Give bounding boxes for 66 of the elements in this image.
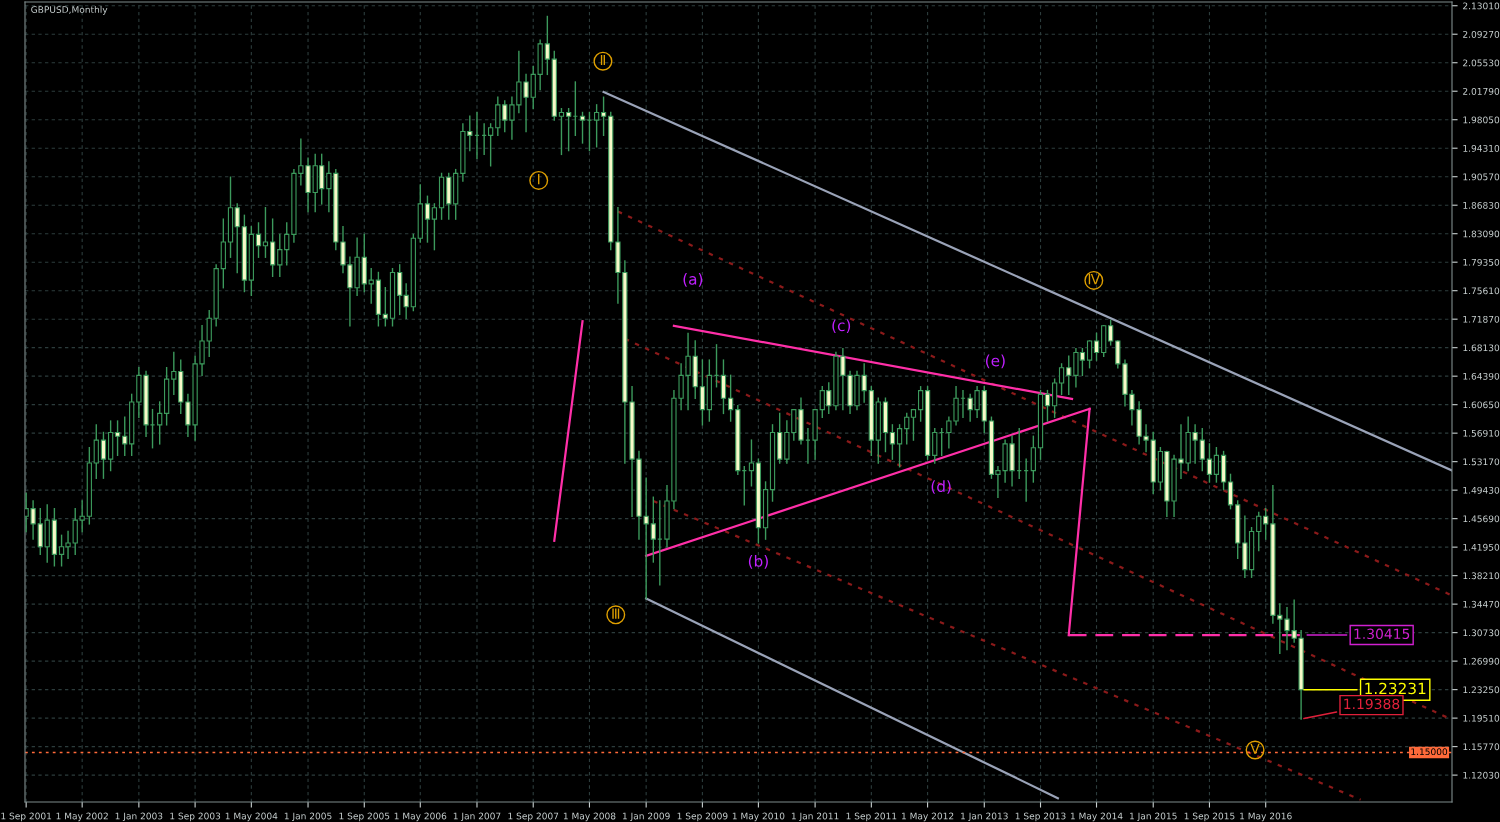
y-tick-label: 1.56910 xyxy=(1463,429,1500,437)
x-tick-label: 1 Sep 2003 xyxy=(170,812,221,822)
annotation: Ⅱ xyxy=(600,54,605,66)
annotation: (e) xyxy=(986,354,1005,369)
annotation: 1.30415 xyxy=(1354,628,1410,640)
x-tick-label: 1 May 2012 xyxy=(902,812,954,822)
x-tick-label: 1 Jan 2005 xyxy=(284,812,332,822)
y-tick-label: 2.13010 xyxy=(1463,2,1500,10)
y-tick-label: 1.94310 xyxy=(1463,144,1500,152)
x-tick-label: 1 Sep 2007 xyxy=(508,812,559,822)
x-tick-label: 1 Jan 2003 xyxy=(115,812,163,822)
chart-title: GBPUSD,Monthly xyxy=(31,6,108,15)
x-tick-label: 1 May 2004 xyxy=(225,812,278,822)
y-tick-label: 1.30730 xyxy=(1463,629,1500,637)
x-tick-label: 1 Sep 2001 xyxy=(1,812,52,822)
y-tick-label: 1.41950 xyxy=(1463,543,1500,551)
x-tick-label: 1 Jan 2013 xyxy=(961,812,1008,822)
y-tick-label: 1.19510 xyxy=(1463,714,1500,722)
x-tick-label: 1 May 2002 xyxy=(56,812,108,822)
y-tick-label: 1.15770 xyxy=(1463,743,1500,751)
y-tick-label: 1.68130 xyxy=(1463,344,1500,352)
x-tick-label: 1 May 2014 xyxy=(1070,812,1123,822)
annotation: Ⅴ xyxy=(1250,743,1260,754)
y-tick-label: 1.60650 xyxy=(1463,401,1500,409)
y-tick-label: 1.98050 xyxy=(1463,116,1500,124)
y-tick-label: 1.75610 xyxy=(1463,287,1500,295)
x-tick-label: 1 May 2016 xyxy=(1240,812,1292,822)
y-tick-label: 1.23250 xyxy=(1463,686,1500,694)
y-tick-label: 2.09270 xyxy=(1463,30,1500,38)
x-tick-label: 1 Jan 2015 xyxy=(1130,812,1177,822)
y-tick-label: 1.79350 xyxy=(1463,258,1500,266)
y-tick-label: 1.12030 xyxy=(1463,771,1500,779)
y-tick-label: 1.71870 xyxy=(1463,315,1500,323)
x-tick-label: 1 Jan 2011 xyxy=(791,812,839,822)
y-tick-label: 1.26990 xyxy=(1463,657,1500,665)
annotation: (d) xyxy=(931,480,951,494)
y-tick-label: 1.49430 xyxy=(1463,486,1500,494)
y-tick-label: 2.01790 xyxy=(1463,87,1500,95)
x-tick-label: 1 May 2006 xyxy=(394,812,447,822)
annotation: 1.19388 xyxy=(1344,698,1400,710)
y-tick-label: 1.64390 xyxy=(1463,372,1500,380)
y-tick-label: 1.45690 xyxy=(1463,515,1500,523)
x-tick-label: 1 Sep 2015 xyxy=(1184,812,1235,822)
x-tick-label: 1 Sep 2009 xyxy=(677,812,728,822)
annotation: Ⅰ xyxy=(538,174,540,185)
annotation: 1.23231 xyxy=(1365,682,1426,695)
y-tick-label: 1.83090 xyxy=(1463,230,1500,238)
ref-line-label: 1.15000 xyxy=(1411,748,1448,756)
annotation: Ⅳ xyxy=(1088,274,1101,285)
annotation: (a) xyxy=(683,273,703,287)
x-tick-label: 1 Sep 2011 xyxy=(846,812,897,822)
y-tick-label: 1.38210 xyxy=(1463,572,1500,580)
y-tick-label: 2.05530 xyxy=(1463,59,1500,67)
x-tick-label: 1 Sep 2013 xyxy=(1015,812,1066,822)
x-tick-label: 1 Jan 2009 xyxy=(622,812,670,822)
y-tick-label: 1.86830 xyxy=(1463,201,1500,209)
x-tick-label: 1 Sep 2005 xyxy=(339,812,390,822)
x-tick-label: 1 Jan 2007 xyxy=(453,812,501,822)
y-tick-label: 1.53170 xyxy=(1463,458,1500,466)
annotation: Ⅲ xyxy=(612,608,620,619)
y-tick-label: 1.90570 xyxy=(1463,173,1500,181)
x-tick-label: 1 May 2010 xyxy=(732,812,785,822)
x-tick-label: 1 May 2008 xyxy=(563,812,616,822)
annotation: (c) xyxy=(832,319,851,334)
annotation: (b) xyxy=(748,555,768,569)
y-tick-label: 1.34470 xyxy=(1463,600,1500,608)
